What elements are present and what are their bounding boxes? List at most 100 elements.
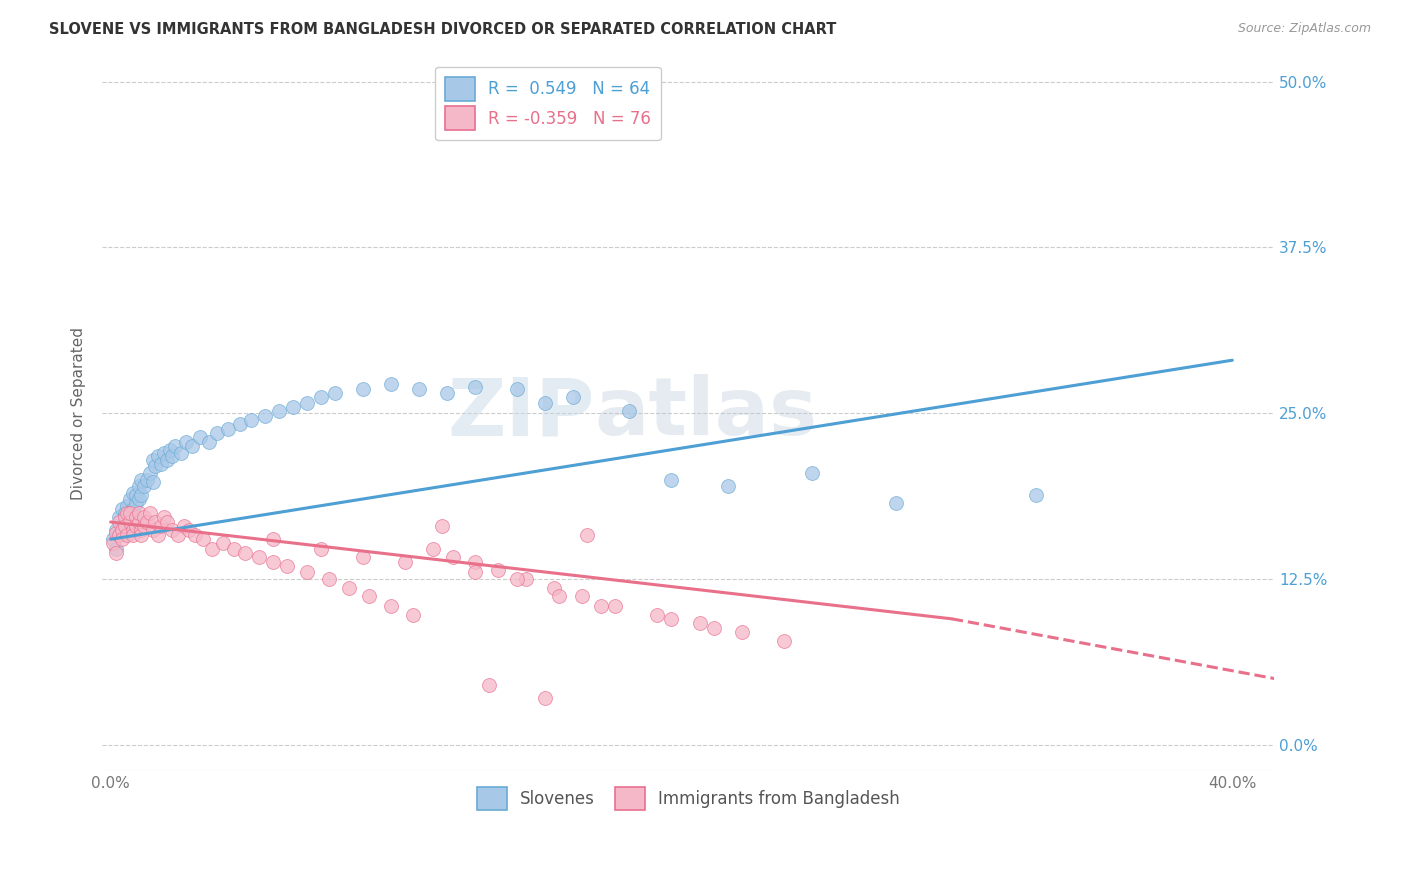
Point xyxy=(120,492,142,507)
Point xyxy=(478,678,501,692)
Point xyxy=(139,466,162,480)
Point xyxy=(352,383,374,397)
Point xyxy=(120,506,142,520)
Point xyxy=(689,615,711,630)
Text: SLOVENE VS IMMIGRANTS FROM BANGLADESH DIVORCED OR SEPARATED CORRELATION CHART: SLOVENE VS IMMIGRANTS FROM BANGLADESH DI… xyxy=(49,22,837,37)
Point xyxy=(108,528,131,542)
Point xyxy=(309,390,332,404)
Point xyxy=(136,515,159,529)
Point xyxy=(111,533,134,547)
Point xyxy=(179,523,201,537)
Point xyxy=(262,533,284,547)
Point xyxy=(506,383,529,397)
Point xyxy=(173,519,195,533)
Point xyxy=(108,509,131,524)
Point xyxy=(548,589,571,603)
Point xyxy=(142,452,165,467)
Point xyxy=(114,525,136,540)
Point xyxy=(128,506,150,520)
Point xyxy=(211,536,233,550)
Point xyxy=(262,555,284,569)
Point xyxy=(247,549,270,564)
Point xyxy=(128,479,150,493)
Point xyxy=(422,541,444,556)
Point xyxy=(131,528,153,542)
Point xyxy=(139,506,162,520)
Point xyxy=(357,589,380,603)
Point xyxy=(142,475,165,490)
Point xyxy=(122,501,145,516)
Point xyxy=(295,395,318,409)
Point xyxy=(464,566,486,580)
Point xyxy=(125,488,148,502)
Point xyxy=(571,589,593,603)
Point xyxy=(111,523,134,537)
Point xyxy=(156,515,179,529)
Point xyxy=(253,409,276,423)
Point xyxy=(108,515,131,529)
Point xyxy=(105,525,128,540)
Point xyxy=(131,488,153,502)
Point xyxy=(486,563,509,577)
Point xyxy=(162,449,184,463)
Point xyxy=(217,422,239,436)
Point xyxy=(111,501,134,516)
Point xyxy=(352,549,374,564)
Point xyxy=(105,523,128,537)
Point xyxy=(464,380,486,394)
Point xyxy=(117,512,139,526)
Point xyxy=(228,417,250,431)
Point xyxy=(108,528,131,542)
Point xyxy=(148,449,170,463)
Point xyxy=(200,541,222,556)
Point xyxy=(464,555,486,569)
Point xyxy=(159,443,181,458)
Point xyxy=(181,439,204,453)
Point xyxy=(515,572,537,586)
Point xyxy=(153,509,176,524)
Point xyxy=(114,506,136,520)
Point xyxy=(380,599,402,613)
Point xyxy=(131,473,153,487)
Point xyxy=(441,549,464,564)
Point xyxy=(772,634,794,648)
Point xyxy=(506,572,529,586)
Point xyxy=(131,523,153,537)
Point xyxy=(125,519,148,533)
Point xyxy=(205,426,228,441)
Text: Source: ZipAtlas.com: Source: ZipAtlas.com xyxy=(1237,22,1371,36)
Point xyxy=(380,377,402,392)
Point xyxy=(295,566,318,580)
Point xyxy=(105,541,128,556)
Point xyxy=(114,515,136,529)
Y-axis label: Divorced or Separated: Divorced or Separated xyxy=(72,326,86,500)
Point xyxy=(661,612,683,626)
Point xyxy=(128,515,150,529)
Point xyxy=(197,435,219,450)
Point xyxy=(716,479,738,493)
Point xyxy=(150,457,173,471)
Point xyxy=(153,446,176,460)
Point xyxy=(430,519,453,533)
Point xyxy=(408,383,430,397)
Point xyxy=(122,523,145,537)
Point xyxy=(122,528,145,542)
Point xyxy=(184,528,207,542)
Text: atlas: atlas xyxy=(595,375,818,452)
Point xyxy=(122,486,145,500)
Point xyxy=(125,496,148,510)
Point xyxy=(591,599,613,613)
Point xyxy=(576,528,599,542)
Point xyxy=(125,509,148,524)
Point xyxy=(120,515,142,529)
Point xyxy=(117,528,139,542)
Point xyxy=(170,446,193,460)
Point xyxy=(103,536,125,550)
Point xyxy=(142,523,165,537)
Point xyxy=(309,541,332,556)
Point xyxy=(222,541,245,556)
Point xyxy=(605,599,627,613)
Point xyxy=(267,403,290,417)
Point xyxy=(136,473,159,487)
Point xyxy=(105,545,128,559)
